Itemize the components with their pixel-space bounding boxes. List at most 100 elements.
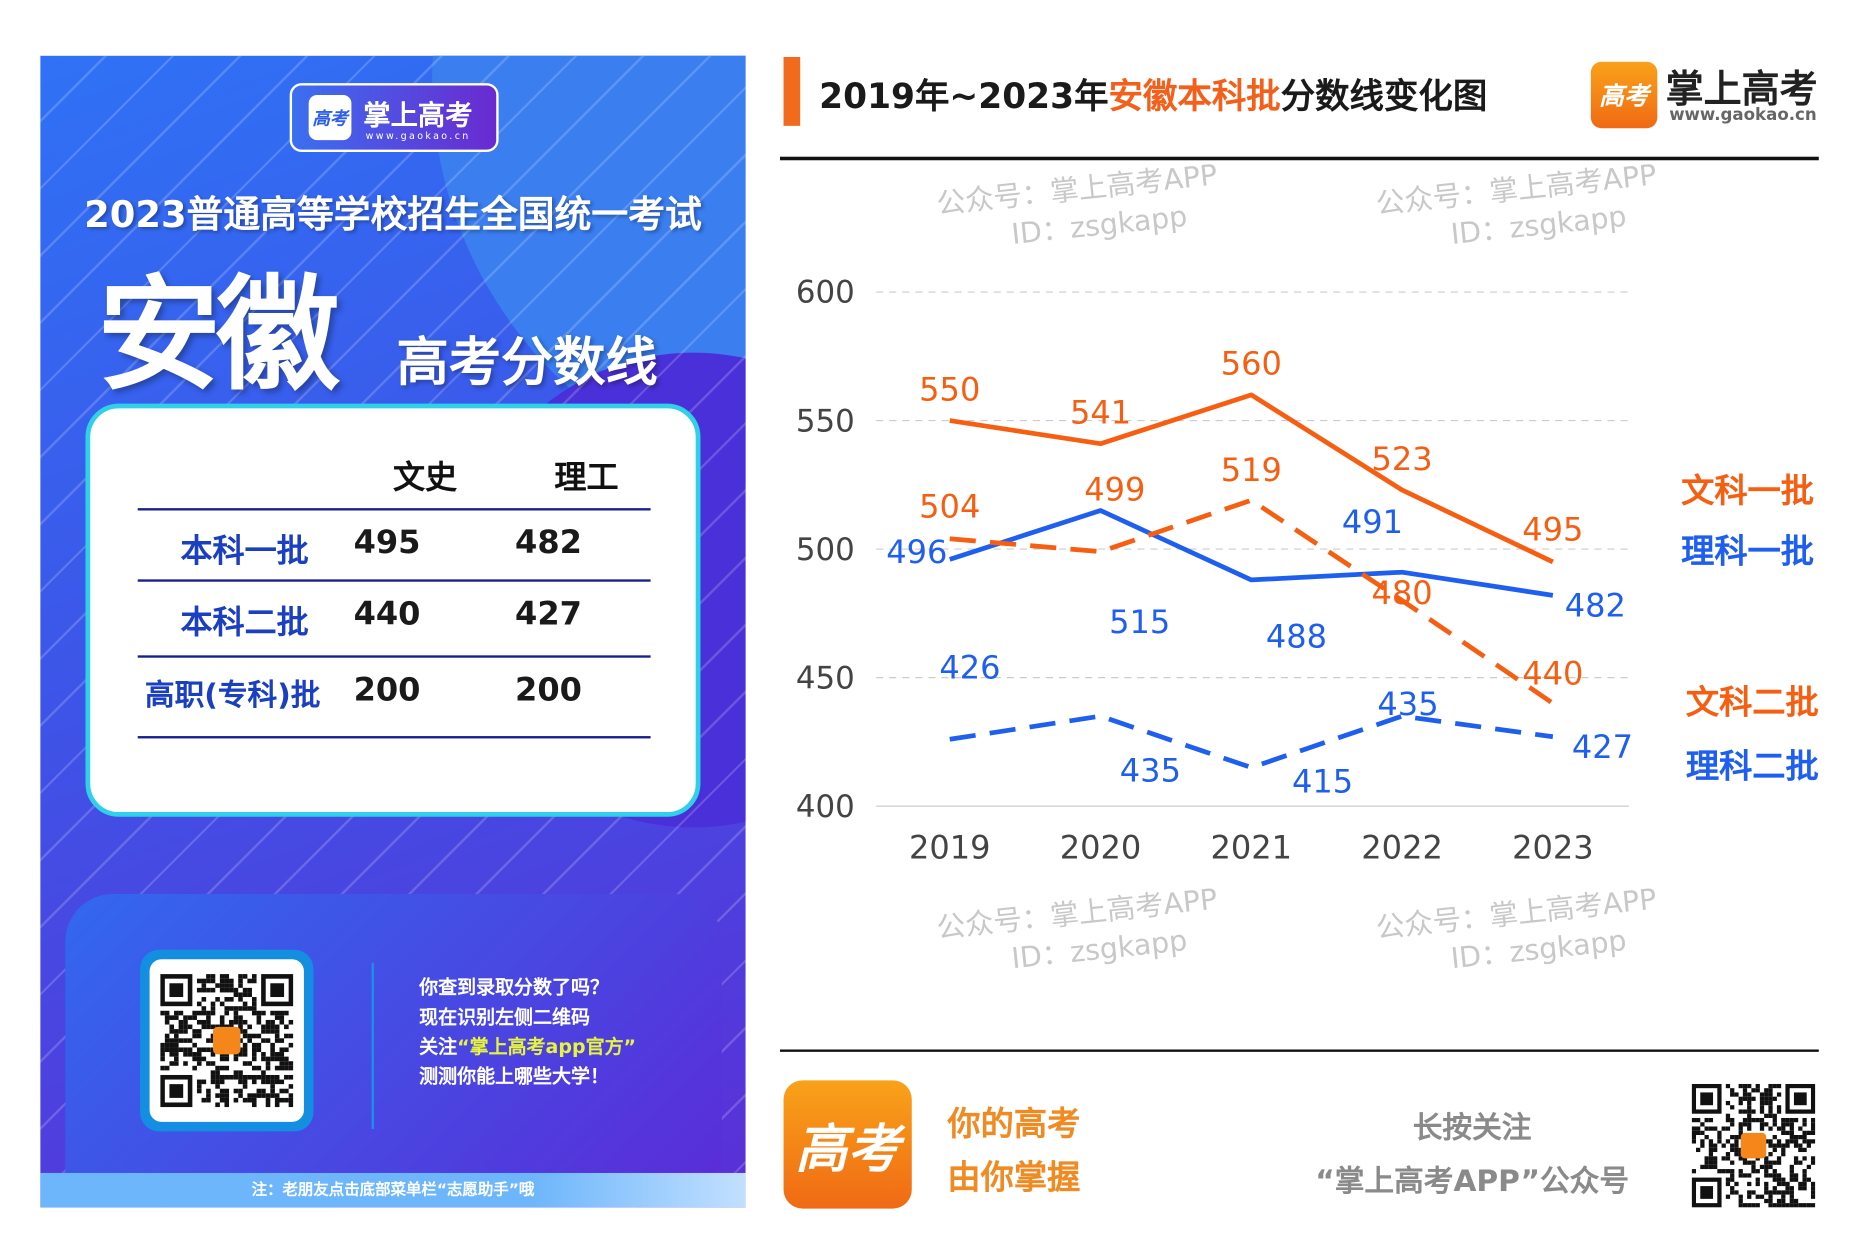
qr-module	[1742, 1156, 1748, 1161]
qr-module	[1725, 1113, 1731, 1118]
series-line-2	[949, 508, 1554, 598]
qr-module	[1734, 1135, 1739, 1140]
qr-module	[265, 1102, 271, 1108]
qr-module	[1738, 1122, 1743, 1127]
qr-module	[1810, 1194, 1816, 1199]
qr-module	[238, 992, 243, 998]
slogan: 由你掌握	[947, 1157, 1081, 1197]
qr-code-icon[interactable]	[1691, 1083, 1816, 1208]
qr-module	[1798, 1186, 1803, 1191]
qr-module	[288, 1042, 294, 1048]
qr-code[interactable]	[140, 949, 314, 1132]
qr-module	[1768, 1105, 1773, 1110]
qr-module	[256, 1065, 262, 1071]
qr-module	[1793, 1160, 1799, 1165]
qr-module	[270, 1010, 275, 1016]
qr-module	[160, 1010, 165, 1016]
qr-module	[1776, 1160, 1782, 1165]
qr-module	[1747, 1117, 1752, 1123]
qr-module	[251, 1006, 257, 1011]
qr-module	[247, 992, 252, 998]
qr-module	[1789, 1135, 1794, 1140]
qr-module	[1730, 1105, 1735, 1110]
qr-module	[233, 1070, 239, 1075]
promo-line: 你查到录取分数了吗？	[419, 975, 610, 999]
line-chart: 400 450 500 550 600 2019 2020 2021 2022 2023 公众号：掌…	[796, 158, 1658, 975]
qr-module	[1759, 1096, 1765, 1101]
qr-module	[1755, 1156, 1760, 1161]
qr-module	[274, 1097, 280, 1103]
table-row: 高职(专科)批 200 200	[137, 655, 651, 726]
qr-module	[256, 1074, 262, 1080]
qr-module	[261, 1070, 266, 1075]
qr-module	[1725, 1169, 1731, 1174]
qr-module	[1700, 1139, 1705, 1144]
qr-module	[169, 1052, 175, 1057]
qr-module	[196, 978, 202, 984]
qr-module	[1772, 1143, 1777, 1148]
qr-module	[1810, 1126, 1816, 1131]
qr-module	[256, 1093, 262, 1098]
qr-module	[1730, 1122, 1735, 1127]
qr-module	[238, 1047, 243, 1053]
qr-module	[284, 1024, 289, 1030]
qr-module	[215, 1074, 220, 1080]
qr-module	[183, 1024, 188, 1030]
qr-module	[1708, 1152, 1714, 1157]
qr-module	[261, 1010, 266, 1016]
qr-module	[1708, 1147, 1714, 1153]
qr-module	[210, 974, 216, 979]
qr-module	[1810, 1122, 1816, 1127]
qr-module	[251, 1033, 257, 1039]
qr-module	[1810, 1117, 1816, 1123]
qr-module	[1772, 1083, 1777, 1089]
qr-module	[274, 1065, 280, 1071]
qr-module	[274, 1074, 280, 1080]
qr-module	[1751, 1109, 1756, 1114]
qr-module	[1764, 1092, 1769, 1097]
qr-finder	[1785, 1083, 1816, 1114]
qr-module	[1747, 1122, 1752, 1127]
qr-module	[192, 1033, 197, 1039]
qr-module	[160, 1056, 165, 1062]
qr-module	[1755, 1088, 1760, 1093]
qr-module	[1759, 1100, 1765, 1106]
qr-module	[1772, 1186, 1777, 1191]
qr-finder	[1700, 1186, 1714, 1199]
qr-module	[219, 1019, 225, 1025]
qr-module	[1764, 1173, 1769, 1178]
series-line-3	[949, 497, 1555, 706]
qr-module	[1802, 1156, 1807, 1161]
qr-module	[219, 1015, 225, 1020]
qr-module	[206, 987, 211, 993]
qr-module	[174, 1038, 179, 1043]
qr-module	[1742, 1088, 1748, 1093]
qr-module	[1776, 1092, 1782, 1097]
x-tick-label: 2020	[1060, 828, 1142, 866]
qr-module	[238, 1093, 243, 1098]
qr-module	[1772, 1160, 1777, 1165]
qr-module	[196, 1033, 202, 1039]
qr-module	[1691, 1135, 1697, 1140]
qr-module	[1751, 1160, 1756, 1165]
qr-module	[219, 1024, 225, 1030]
qr-module	[224, 1056, 230, 1062]
qr-module	[1772, 1117, 1777, 1123]
qr-module	[1785, 1130, 1790, 1136]
qr-module	[1738, 1130, 1743, 1136]
qr-module	[1734, 1139, 1739, 1144]
qr-module	[1734, 1181, 1739, 1187]
qr-module	[1802, 1186, 1807, 1191]
qr-module	[1802, 1181, 1807, 1187]
qr-module	[1772, 1190, 1777, 1195]
qr-module	[242, 1006, 248, 1011]
qr-finder	[1793, 1092, 1807, 1106]
qr-module	[201, 983, 207, 988]
qr-module	[1772, 1147, 1777, 1153]
qr-module	[1789, 1117, 1794, 1123]
qr-module	[1793, 1203, 1799, 1208]
data-label: 426	[939, 649, 1000, 687]
qr-module	[187, 1024, 193, 1030]
divider	[371, 962, 374, 1130]
